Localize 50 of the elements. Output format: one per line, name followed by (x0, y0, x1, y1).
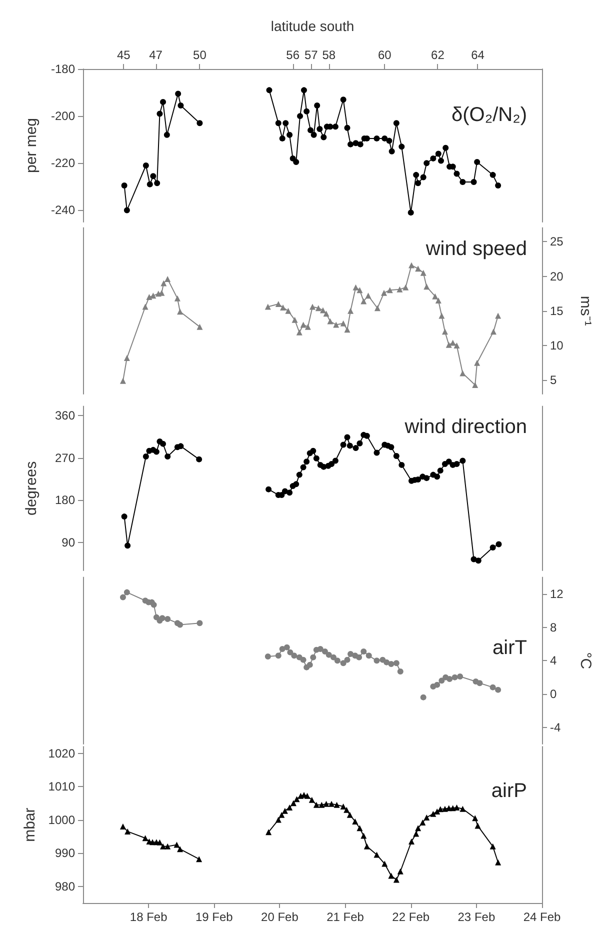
y2-tick-label: 10 (550, 338, 564, 353)
x-tick-label: 19 Feb (195, 910, 234, 924)
x2-tick-label: 60 (378, 48, 392, 62)
y2-tick-label: 25 (550, 234, 564, 249)
x2-tick-label: 50 (193, 48, 207, 62)
y-tick-label: 1010 (48, 780, 76, 794)
y-tick-label: 1000 (48, 812, 76, 827)
x-tick-label: 22 Feb (392, 910, 430, 924)
x2-tick-label: 58 (322, 48, 336, 62)
y-tick-label: -220 (50, 156, 76, 170)
y-tick-label: 180 (54, 493, 76, 508)
text: δ(O₂/N₂) (451, 104, 528, 126)
x2-tick-label: 64 (471, 48, 485, 62)
x-tick-label: 18 Feb (130, 910, 168, 924)
x-tick-label: 20 Feb (261, 910, 299, 924)
text: airP (491, 780, 528, 802)
y2-tick-label: 15 (550, 304, 564, 318)
text: wind speed (424, 238, 528, 260)
y-tick-label: 270 (54, 450, 76, 465)
y2-tick-label: -4 (550, 720, 561, 734)
y-tick-label: -180 (50, 62, 76, 76)
y2-tick-label: 12 (550, 586, 564, 601)
y-tick-label: 360 (54, 408, 76, 423)
x-tick-label: 21 Feb (326, 910, 364, 924)
y-tick-label: 90 (62, 535, 76, 550)
y2-tick-label: 8 (550, 620, 557, 634)
text: airT (492, 637, 528, 659)
x-tick-label: 24 Feb (523, 910, 562, 924)
y-tick-label: -240 (50, 203, 76, 218)
text: wind direction (404, 416, 528, 438)
y2-tick-label: 5 (550, 373, 557, 388)
y-tick-label: 1020 (48, 746, 76, 760)
x2-tick-label: 47 (149, 48, 163, 62)
y-axis-title: degrees (23, 461, 40, 516)
x-tick-label: 23 Feb (458, 910, 496, 924)
x2-tick-label: 56 (286, 48, 300, 62)
y2-tick-label: 20 (550, 269, 564, 284)
y-axis-title: mbar (21, 808, 38, 842)
x2-axis-title: latitude south (270, 18, 354, 34)
y2-tick-label: 4 (550, 654, 557, 668)
x2-tick-label: 57 (304, 48, 318, 62)
x2-tick-label: 62 (431, 48, 445, 62)
y-tick-label: 990 (54, 846, 76, 860)
x2-tick-label: 45 (116, 48, 131, 62)
y2-axis-title: °C (577, 652, 594, 670)
y-tick-label: 980 (54, 879, 76, 894)
y-tick-label: -200 (50, 109, 76, 124)
y-axis-title: per meg (23, 118, 40, 174)
y2-tick-label: 0 (550, 686, 557, 701)
y2-axis-title: ms⁻¹ (577, 296, 594, 326)
